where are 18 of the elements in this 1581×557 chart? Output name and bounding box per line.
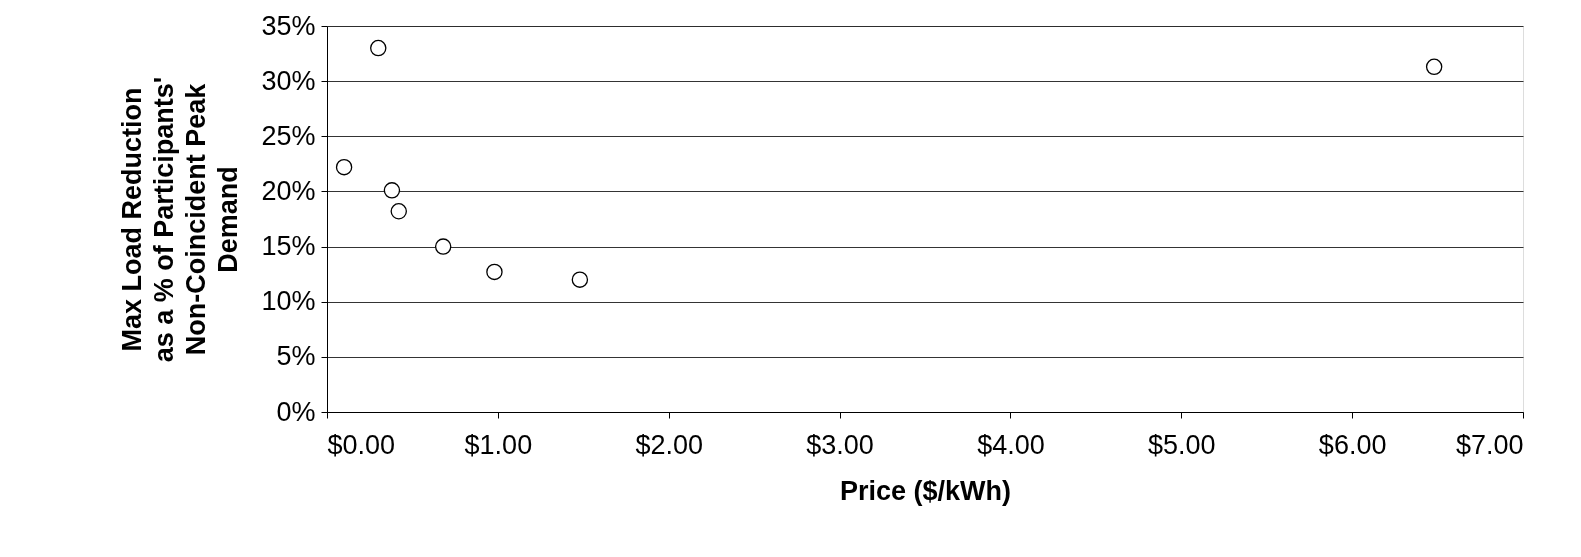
y-tick-label: 30%: [261, 65, 316, 96]
x-axis-title: Price ($/kWh): [839, 475, 1012, 506]
y-tick-label: 5%: [276, 341, 316, 372]
x-tick-label: $0.00: [327, 429, 396, 460]
x-tick-label: $5.00: [1148, 429, 1216, 460]
y-tick-label: 20%: [261, 175, 316, 206]
x-tick-label: $1.00: [464, 429, 533, 460]
y-tick-label: 25%: [261, 120, 316, 151]
x-tick-label: $3.00: [806, 429, 874, 460]
y-tick-label: 10%: [261, 286, 316, 317]
y-tick-label: 15%: [261, 231, 316, 262]
x-tick-label: $7.00: [1455, 429, 1524, 460]
x-tick-label: $2.00: [635, 429, 703, 460]
y-tick-label: 0%: [276, 396, 316, 427]
y-tick-label: 35%: [261, 10, 316, 41]
y-axis-title: Max Load Reduction as a % of Participants' Non-Coincident Peak Demand: [117, 76, 244, 363]
x-tick-label: $4.00: [977, 429, 1045, 460]
x-tick-label: $6.00: [1318, 429, 1387, 460]
